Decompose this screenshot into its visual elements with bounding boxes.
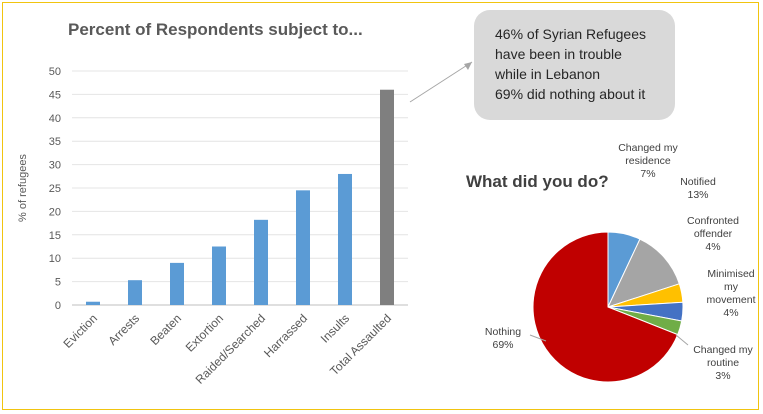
pie-slice: [532, 231, 679, 383]
y-tick-label: 0: [55, 300, 61, 312]
y-tick-label: 10: [49, 253, 61, 265]
callout-line-3: while in Lebanon: [495, 66, 601, 82]
bar: [170, 262, 184, 305]
pie-slice: [607, 238, 680, 308]
x-tick-label: Extortion: [183, 311, 226, 354]
pie-chart-title: What did you do?: [466, 172, 609, 191]
bar: [128, 280, 142, 305]
leader-line: [675, 334, 689, 346]
bar: [380, 89, 394, 305]
pie-label-notified: Notified 13%: [680, 176, 716, 201]
bar: [338, 173, 352, 305]
callout-line-4: 69% did nothing about it: [495, 86, 646, 102]
callout-line-2: have been in trouble: [495, 46, 622, 62]
y-tick-label: 50: [49, 66, 61, 78]
callout-line-1: 46% of Syrian Refugees: [495, 26, 646, 42]
bar: [296, 190, 310, 305]
pie-label-changed-routine: Changed my routine 3%: [693, 344, 753, 382]
y-tick-label: 5: [55, 277, 61, 289]
pie-label-changed-residence: Changed my residence 7%: [618, 142, 678, 180]
callout-box: 46% of Syrian Refugees have been in trou…: [474, 10, 675, 120]
bar: [254, 219, 268, 305]
y-tick-label: 30: [49, 160, 61, 172]
x-tick-label: Insults: [318, 311, 352, 345]
y-tick-label: 35: [49, 136, 61, 148]
y-tick-label: 15: [49, 230, 61, 242]
y-axis-label: % of refugees: [17, 154, 29, 222]
x-tick-label: Arrests: [105, 311, 142, 348]
y-tick-label: 25: [49, 183, 61, 195]
pie-label-confronted: Confronted offender 4%: [687, 215, 739, 253]
pie-chart: [529, 231, 689, 383]
pie-label-nothing: Nothing 69%: [484, 326, 522, 351]
x-tick-label: Beaten: [147, 311, 184, 348]
figure-border: [2, 2, 759, 410]
pie-label-minimised: Minimised my movement 4%: [706, 268, 756, 319]
y-tick-label: 20: [49, 206, 61, 218]
bar: [86, 301, 100, 305]
y-tick-label: 40: [49, 113, 61, 125]
bar: [212, 246, 226, 305]
leader-line: [529, 334, 547, 342]
y-tick-label: 45: [49, 89, 61, 101]
x-tick-label: Harrassed: [261, 311, 310, 360]
bar-chart: 0 5 10 15 20 25 30 35 40 45 50 % of refugees Evictio…: [17, 66, 408, 387]
bar-chart-title: Percent of Respondents subject to...: [68, 20, 363, 39]
x-tick-label: Eviction: [61, 311, 101, 351]
